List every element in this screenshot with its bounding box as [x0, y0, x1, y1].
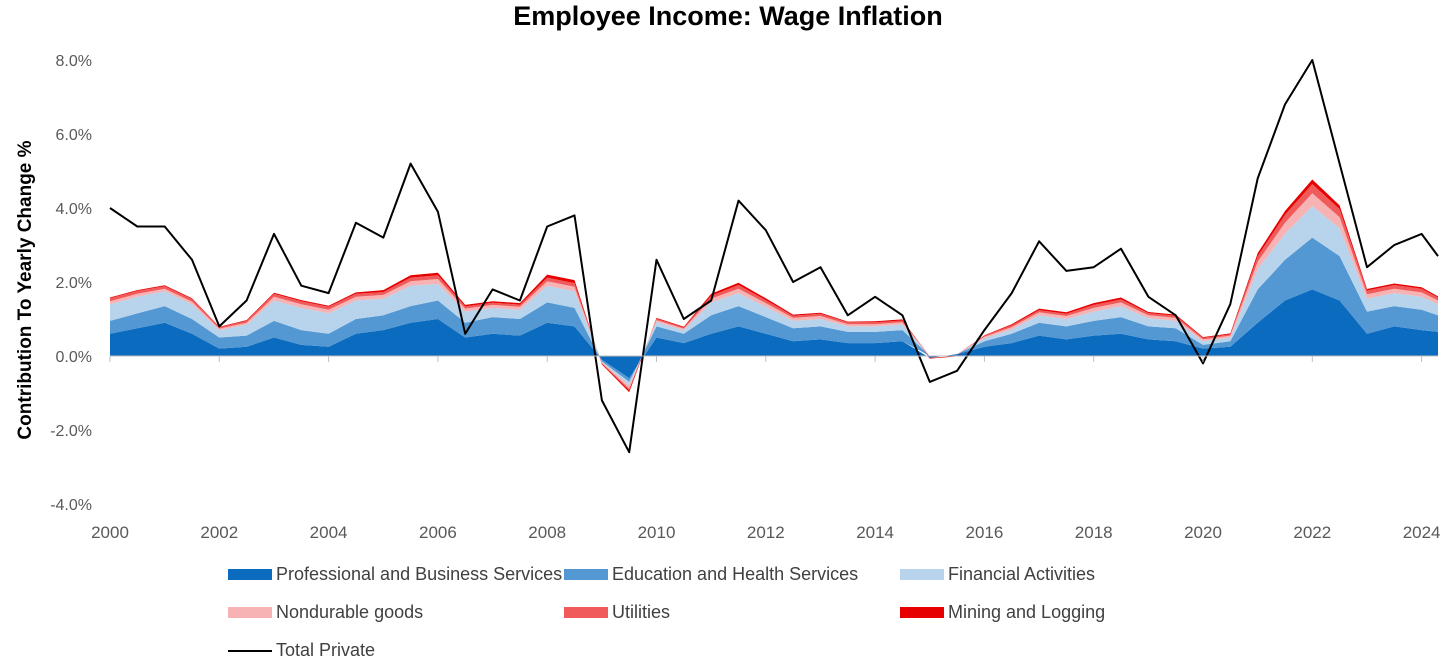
y-tick-label: 6.0%: [56, 127, 92, 144]
line-series-total-private: [109, 59, 1439, 454]
y-tick-label: 2.0%: [56, 275, 92, 292]
y-tick-label: 8.0%: [56, 53, 92, 70]
y-tick-label: 4.0%: [56, 201, 92, 218]
legend: Professional and Business Services Educat…: [0, 560, 1456, 667]
legend-label: Nondurable goods: [276, 602, 424, 622]
legend-item: Nondurable goods: [228, 602, 423, 623]
x-ticks-group: 2000 2002 2004 2006 2008 2010 2012 2014 2016 2018…: [91, 356, 1441, 542]
legend-swatch: [228, 607, 272, 618]
x-tick-label: 2012: [747, 523, 785, 542]
area-series-group: [110, 179, 1438, 393]
x-tick-label: 2014: [856, 523, 894, 542]
legend-item: Education and Health Services: [564, 564, 858, 585]
x-tick-label: 2010: [638, 523, 676, 542]
area-series-mining-and-logging: [110, 179, 1438, 393]
x-tick-label: 2024: [1403, 523, 1441, 542]
legend-swatch: [564, 569, 608, 580]
y-tick-label: -4.0%: [50, 497, 92, 514]
legend-swatch: [564, 607, 608, 618]
legend-swatch: [900, 569, 944, 580]
line-series-group: [109, 59, 1439, 454]
area-series-financial-activities: [110, 206, 1438, 386]
chart-plot: 2000 2002 2004 2006 2008 2010 2012 2014 2016 2018…: [50, 53, 1441, 542]
legend-swatch: [228, 649, 272, 652]
legend-label: Professional and Business Services: [276, 564, 563, 584]
legend-label: Mining and Logging: [948, 602, 1106, 622]
legend-item: Utilities: [564, 602, 670, 623]
legend-label: Utilities: [612, 602, 671, 622]
x-tick-label: 2022: [1293, 523, 1331, 542]
x-tick-label: 2020: [1184, 523, 1222, 542]
legend-label: Total Private: [276, 640, 376, 660]
legend-item: Professional and Business Services: [228, 564, 562, 585]
x-tick-label: 2018: [1075, 523, 1113, 542]
x-tick-label: 2016: [965, 523, 1003, 542]
x-tick-label: 2008: [528, 523, 566, 542]
x-tick-label: 2004: [310, 523, 348, 542]
legend-label: Education and Health Services: [612, 564, 859, 584]
legend-swatch: [228, 569, 272, 580]
legend-item: Mining and Logging: [900, 602, 1105, 623]
legend-item: Total Private: [228, 640, 375, 661]
y-tick-label: -2.0%: [50, 423, 92, 440]
chart-title: Employee Income: Wage Inflation: [513, 1, 943, 31]
legend-swatch: [900, 607, 944, 618]
legend-label: Financial Activities: [948, 564, 1096, 584]
y-tick-label: 0.0%: [56, 349, 92, 366]
y-ticks-group: 8.0% 6.0% 4.0% 2.0% 0.0% -2.0% -4.0%: [50, 53, 92, 514]
legend-item: Financial Activities: [900, 564, 1095, 585]
area-series-education-and-health-services: [110, 237, 1438, 382]
x-tick-label: 2006: [419, 523, 457, 542]
area-series-nondurable-goods: [110, 193, 1438, 389]
x-tick-label: 2000: [91, 523, 129, 542]
x-tick-label: 2002: [200, 523, 238, 542]
